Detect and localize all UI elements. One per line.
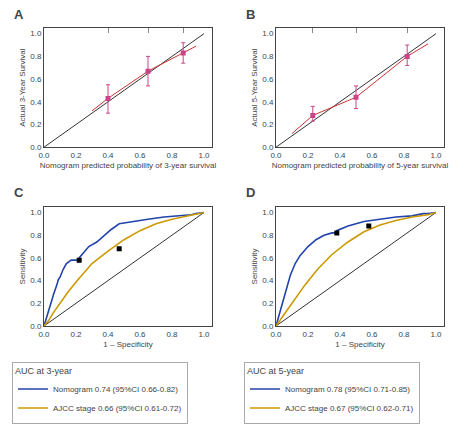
svg-text:0.8: 0.8 xyxy=(166,151,178,160)
svg-text:0.8: 0.8 xyxy=(30,52,42,61)
svg-text:0.4: 0.4 xyxy=(334,330,346,339)
svg-text:1 – Specificity: 1 – Specificity xyxy=(335,340,384,349)
svg-text:0.4: 0.4 xyxy=(262,276,274,285)
svg-text:0.0: 0.0 xyxy=(262,322,274,331)
svg-text:0.0: 0.0 xyxy=(270,330,282,339)
svg-text:0.2: 0.2 xyxy=(302,330,314,339)
svg-text:0.8: 0.8 xyxy=(262,231,274,240)
svg-text:A: A xyxy=(14,7,24,22)
svg-text:0.8: 0.8 xyxy=(398,330,410,339)
svg-text:0.6: 0.6 xyxy=(366,330,378,339)
svg-text:0.6: 0.6 xyxy=(262,254,274,263)
svg-text:1.0: 1.0 xyxy=(198,151,210,160)
svg-text:0.8: 0.8 xyxy=(262,52,274,61)
svg-text:0.2: 0.2 xyxy=(302,151,314,160)
svg-text:AJCC stage 0.67 (95%CI 0.62-0.: AJCC stage 0.67 (95%CI 0.62-0.71) xyxy=(285,404,413,413)
svg-text:Nomogram predicted probability: Nomogram predicted probability of 3-year… xyxy=(40,161,217,170)
svg-text:Nomogram 0.74 (95%CI 0.66-0.82: Nomogram 0.74 (95%CI 0.66-0.82) xyxy=(53,385,178,394)
svg-text:Sensitivity: Sensitivity xyxy=(18,248,27,284)
svg-text:1.0: 1.0 xyxy=(430,151,442,160)
svg-text:0.2: 0.2 xyxy=(262,299,274,308)
svg-text:0.2: 0.2 xyxy=(30,120,42,129)
svg-text:1.0: 1.0 xyxy=(198,330,210,339)
svg-text:Actual 5-Year Survival: Actual 5-Year Survival xyxy=(250,48,259,127)
svg-text:0.6: 0.6 xyxy=(366,151,378,160)
svg-text:Nomogram 0.78 (95%CI 0.71-0.85: Nomogram 0.78 (95%CI 0.71-0.85) xyxy=(285,385,410,394)
svg-text:0.4: 0.4 xyxy=(30,276,42,285)
svg-text:AUC at 5-year: AUC at 5-year xyxy=(247,366,304,376)
svg-text:1.0: 1.0 xyxy=(430,330,442,339)
svg-text:0.0: 0.0 xyxy=(38,151,50,160)
svg-text:Actual 3-Year Survival: Actual 3-Year Survival xyxy=(18,48,27,127)
svg-text:0.0: 0.0 xyxy=(38,330,50,339)
svg-text:AUC at 3-year: AUC at 3-year xyxy=(15,366,72,376)
svg-text:0.4: 0.4 xyxy=(334,151,346,160)
svg-text:AJCC stage 0.66 (95%CI 0.61-0.: AJCC stage 0.66 (95%CI 0.61-0.72) xyxy=(53,404,181,413)
svg-text:0.0: 0.0 xyxy=(262,143,274,152)
svg-text:0.6: 0.6 xyxy=(134,330,146,339)
svg-text:Nomogram predicted probability: Nomogram predicted probability of 5-year… xyxy=(272,161,449,170)
svg-text:1.0: 1.0 xyxy=(262,29,274,38)
svg-text:0.2: 0.2 xyxy=(70,151,82,160)
svg-text:1.0: 1.0 xyxy=(262,208,274,217)
svg-text:0.2: 0.2 xyxy=(70,330,82,339)
svg-text:0.2: 0.2 xyxy=(30,299,42,308)
svg-text:0.8: 0.8 xyxy=(166,330,178,339)
svg-text:1 – Specificity: 1 – Specificity xyxy=(103,340,152,349)
svg-text:0.6: 0.6 xyxy=(30,254,42,263)
svg-text:0.4: 0.4 xyxy=(102,330,114,339)
svg-text:0.4: 0.4 xyxy=(262,98,274,107)
svg-text:0.0: 0.0 xyxy=(30,322,42,331)
svg-text:0.2: 0.2 xyxy=(262,120,274,129)
svg-text:0.4: 0.4 xyxy=(30,98,42,107)
svg-text:0.4: 0.4 xyxy=(102,151,114,160)
svg-text:0.0: 0.0 xyxy=(270,151,282,160)
svg-text:D: D xyxy=(246,185,255,200)
svg-text:0.8: 0.8 xyxy=(30,231,42,240)
svg-text:1.0: 1.0 xyxy=(30,29,42,38)
svg-text:0.6: 0.6 xyxy=(30,75,42,84)
svg-text:0.8: 0.8 xyxy=(398,151,410,160)
svg-text:0.6: 0.6 xyxy=(262,75,274,84)
svg-text:0.6: 0.6 xyxy=(134,151,146,160)
svg-text:Sensitivity: Sensitivity xyxy=(250,248,259,284)
svg-text:1.0: 1.0 xyxy=(30,208,42,217)
svg-text:B: B xyxy=(246,7,255,22)
svg-text:C: C xyxy=(14,185,24,200)
svg-text:0.0: 0.0 xyxy=(30,143,42,152)
